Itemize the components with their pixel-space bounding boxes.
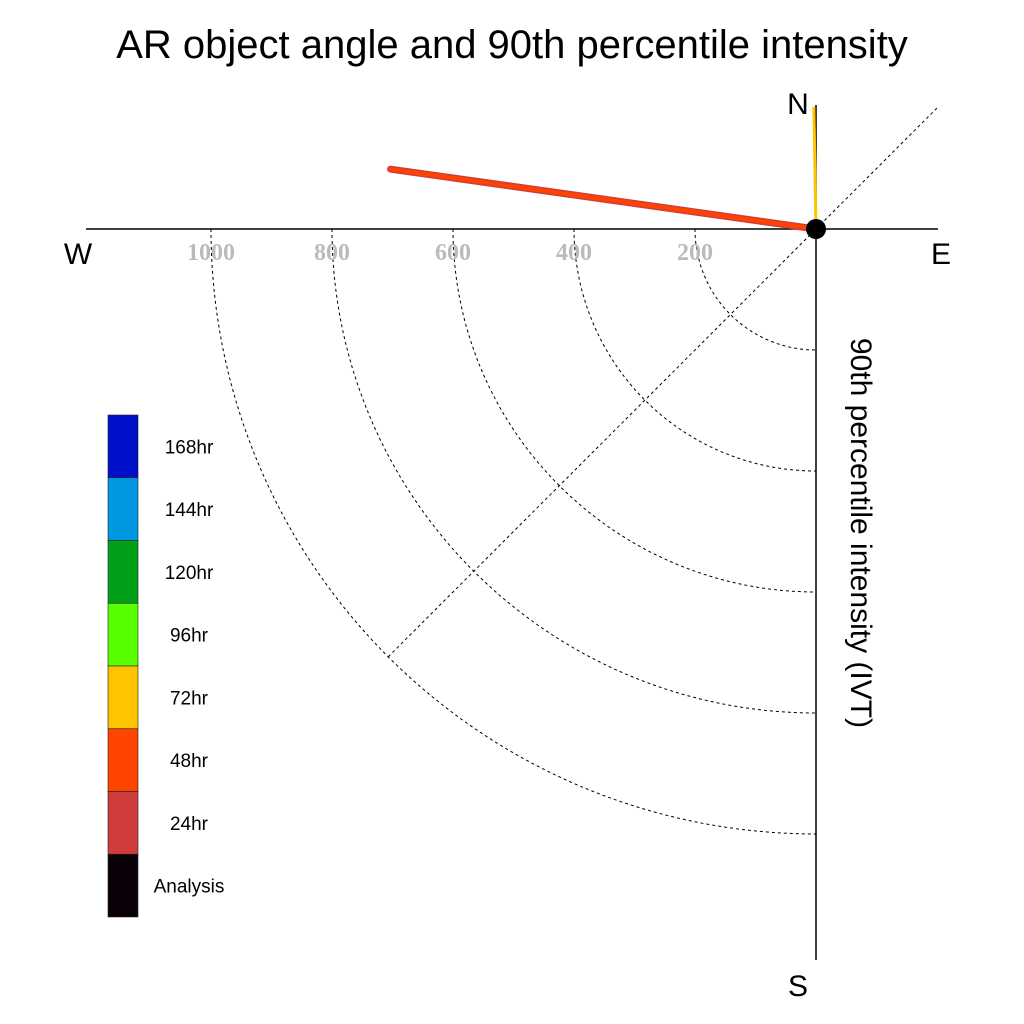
series-line-72hr [812,106,818,231]
color-legend: 168hr 144hr 120hr 96hr 72hr 48hr 24hr Analysis [107,414,225,918]
radial-tick-label: 800 [314,240,350,266]
legend-label: 48hr [170,751,209,772]
legend-swatch [107,540,139,604]
grid-diagonal [815,106,939,230]
legend-label: 144hr [165,500,214,521]
radial-tick-label: 200 [677,240,713,266]
legend-swatch [107,853,139,918]
compass-east: E [931,238,951,271]
chart-title: AR object angle and 90th percentile inte… [116,23,908,67]
legend-swatch [107,602,139,667]
y-axis-label: 90th percentile intensity (IVT) [844,338,877,728]
legend-swatch [107,665,139,730]
radial-tick-label: 400 [556,240,592,266]
grid-arc [573,228,817,472]
radial-tick-label: 1000 [187,240,235,266]
polar-grid [210,106,939,835]
series-line-48hr [388,167,818,231]
legend-label: 72hr [170,688,209,709]
radial-tick-label: 600 [435,240,471,266]
radial-tick-labels: 200 400 600 800 1000 [187,240,713,266]
grid-diagonal [387,228,817,658]
legend-label: 24hr [170,814,209,835]
data-series [387,106,820,233]
legend-label: 120hr [165,563,214,584]
legend-swatch [107,791,139,855]
legend-label: 96hr [170,626,209,647]
grid-arc [694,228,817,351]
compass-south: S [788,970,808,1003]
compass-north: N [787,88,809,121]
legend-swatch [107,728,139,792]
legend-label: Analysis [154,877,225,898]
legend-swatch [107,414,139,479]
origin-marker [806,219,826,239]
legend-swatch [107,477,139,541]
legend-label: 168hr [165,437,214,458]
compass-west: W [64,238,93,271]
